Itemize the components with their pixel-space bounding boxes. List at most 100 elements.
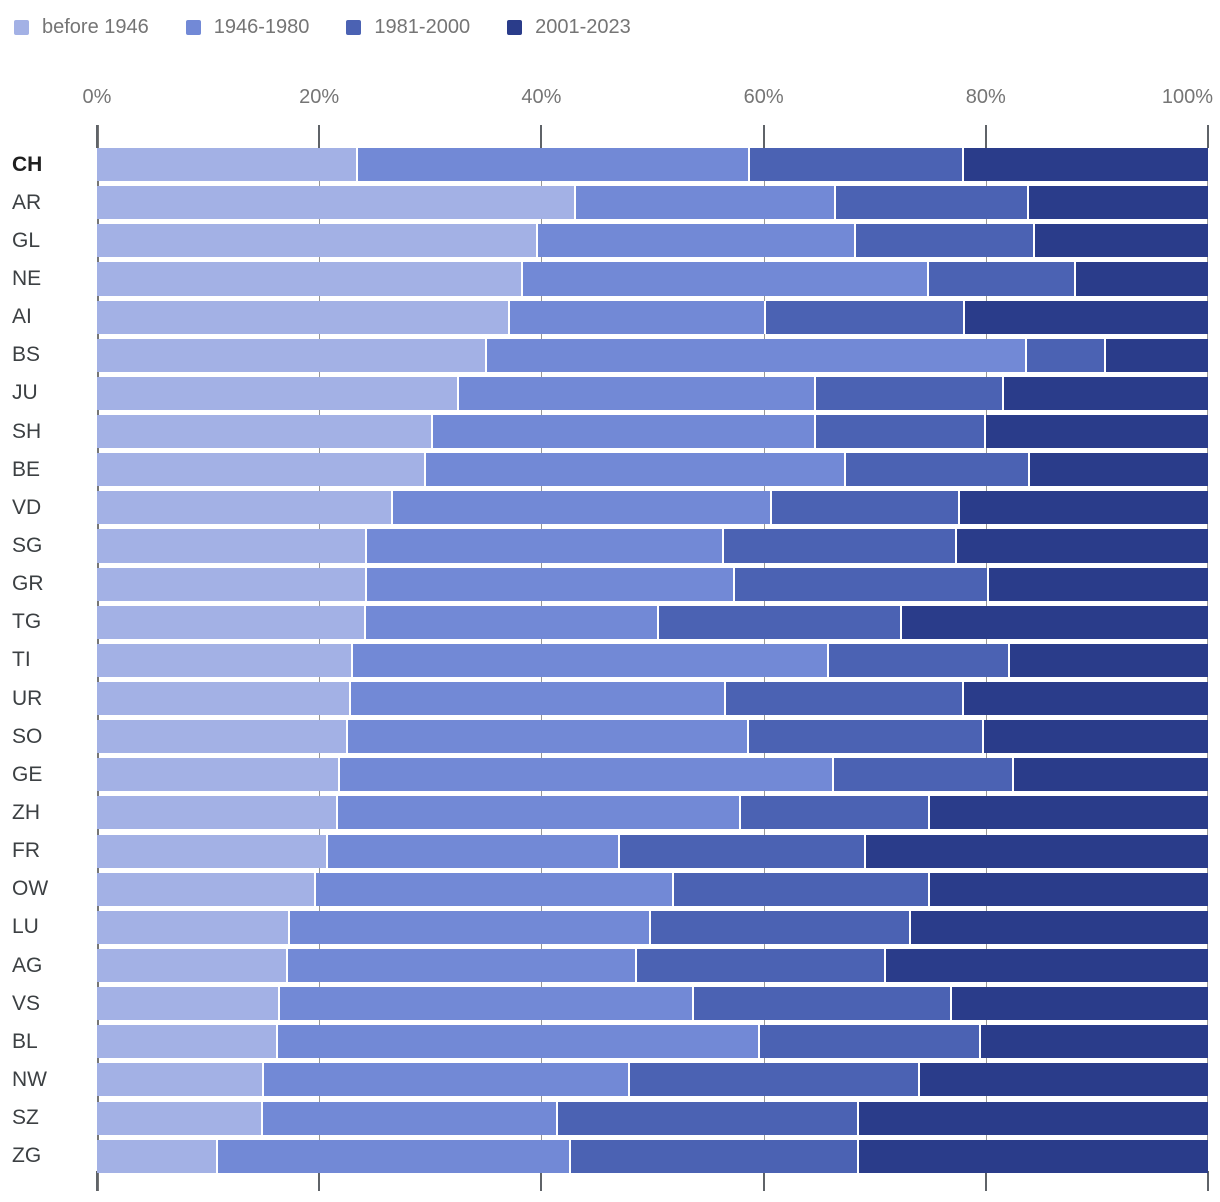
bar-row: JU <box>0 376 1220 410</box>
bar-segment <box>772 491 961 525</box>
category-label: ZG <box>12 1144 42 1168</box>
bar-segment <box>351 681 726 716</box>
category-label: SZ <box>12 1106 39 1130</box>
category-label: AR <box>12 190 42 214</box>
stacked-bar <box>97 376 1208 410</box>
axis-tick-label: 0% <box>82 86 112 108</box>
bar-row: GR <box>0 567 1220 601</box>
legend-item: 2001-2023 <box>507 16 631 39</box>
bar-segment <box>97 567 367 601</box>
bar-segment <box>97 376 460 410</box>
bar-segment <box>97 758 341 792</box>
bar-row: GE <box>0 758 1220 792</box>
bar-segment <box>97 414 433 449</box>
category-label: AG <box>12 953 43 977</box>
stacked-bar <box>97 1101 1208 1135</box>
stacked-bar <box>97 1139 1208 1173</box>
bar-segment <box>734 567 990 601</box>
bar-segment <box>981 1025 1208 1059</box>
bar-segment <box>1013 758 1208 792</box>
stacked-bar <box>97 453 1208 487</box>
stacked-bar <box>97 1025 1208 1059</box>
stacked-bar <box>97 872 1208 906</box>
category-label: SH <box>12 419 42 443</box>
stacked-bar <box>97 948 1208 983</box>
stacked-bar <box>97 224 1208 258</box>
bar-segment <box>290 910 652 944</box>
stacked-bar <box>97 529 1208 563</box>
bar-segment <box>459 376 816 410</box>
bar-segment <box>97 186 576 220</box>
stacked-bar <box>97 148 1208 182</box>
bar-row: AR <box>0 186 1220 220</box>
bar-segment <box>97 529 367 563</box>
legend-label: 2001-2023 <box>535 16 631 38</box>
bar-segment <box>723 529 957 563</box>
bar-segment <box>97 224 539 258</box>
bar-segment <box>97 338 487 372</box>
legend-swatch-icon <box>14 20 29 35</box>
bar-segment <box>855 224 1035 258</box>
bar-segment <box>749 720 984 754</box>
legend-item: 1946-1980 <box>185 16 309 39</box>
bar-segment <box>725 681 964 716</box>
bar-row: NW <box>0 1063 1220 1097</box>
bar-segment <box>315 872 674 906</box>
bar-segment <box>97 872 316 906</box>
bar-segment <box>425 453 846 487</box>
bar-segment <box>218 1139 572 1173</box>
category-label: SO <box>12 724 43 748</box>
bar-segment <box>833 758 1014 792</box>
bar-segment <box>845 453 1031 487</box>
bar-segment <box>760 1025 982 1059</box>
bar-segment <box>97 987 281 1021</box>
bar-row: VS <box>0 987 1220 1021</box>
bar-row: BS <box>0 338 1220 372</box>
axis-tick <box>984 125 987 148</box>
axis-tick-label: 20% <box>299 86 340 108</box>
bar-row: TG <box>0 605 1220 639</box>
stacked-bar <box>97 567 1208 601</box>
axis-tick <box>318 1171 321 1191</box>
bar-segment <box>960 491 1208 525</box>
category-label: CH <box>12 152 43 176</box>
stacked-bar <box>97 605 1208 639</box>
bar-segment <box>338 796 742 830</box>
bar-segment <box>358 148 751 182</box>
bar-row: SG <box>0 529 1220 563</box>
bar-row: FR <box>0 834 1220 868</box>
axis-tick <box>1207 125 1209 148</box>
bar-segment <box>432 414 816 449</box>
bar-segment <box>835 186 1030 220</box>
bar-segment <box>859 1101 1208 1135</box>
legend-item: before 1946 <box>14 16 149 39</box>
bar-segment <box>630 1063 921 1097</box>
bar-segment <box>620 834 866 868</box>
bar-segment <box>366 529 724 563</box>
stacked-bar <box>97 1063 1208 1097</box>
legend-swatch-icon <box>185 20 201 35</box>
bar-segment <box>920 1063 1208 1097</box>
stacked-bar <box>97 720 1208 754</box>
bar-segment <box>278 1025 761 1059</box>
bar-segment <box>659 605 903 639</box>
category-label: BL <box>12 1029 38 1053</box>
bar-row: ZH <box>0 796 1220 830</box>
bar-segment <box>97 834 329 868</box>
legend-swatch-icon <box>346 20 362 35</box>
bar-segment <box>815 414 986 449</box>
bar-row: OW <box>0 872 1220 906</box>
bar-row: NE <box>0 262 1220 296</box>
bar-segment <box>97 453 426 487</box>
bar-row: LU <box>0 910 1220 944</box>
axis-tick-label: 40% <box>521 86 562 108</box>
bar-segment <box>348 720 750 754</box>
category-label: GL <box>12 228 41 252</box>
bar-segment <box>352 643 830 677</box>
stacked-bar <box>97 643 1208 677</box>
bar-row: SO <box>0 720 1220 754</box>
stacked-bar <box>97 414 1208 449</box>
bar-segment <box>97 681 352 716</box>
bar-segment <box>989 567 1208 601</box>
category-label: AI <box>12 305 32 329</box>
